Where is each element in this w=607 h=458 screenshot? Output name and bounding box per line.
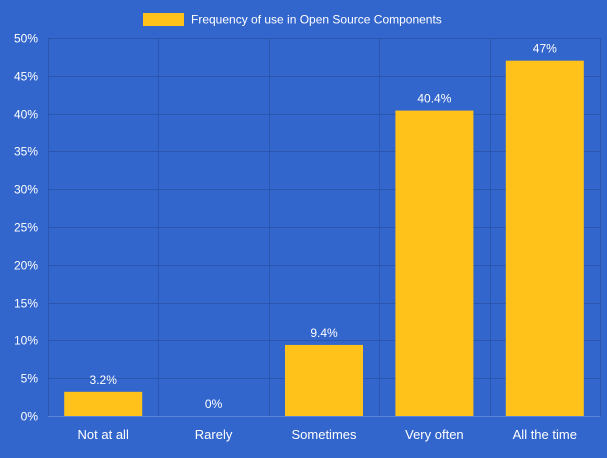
y-tick-label: 20% (14, 259, 38, 273)
x-tick-label: Very often (405, 427, 464, 442)
y-tick-label: 15% (14, 297, 38, 311)
legend-label: Frequency of use in Open Source Componen… (191, 13, 442, 27)
bar-data-label: 40.4% (417, 92, 451, 106)
label-layer: 3.2% 0% 9.4% 40.4% 47% (90, 42, 558, 411)
grid-layer (48, 38, 601, 417)
y-tick-label: 5% (21, 372, 39, 386)
y-tick-label: 40% (14, 108, 38, 122)
bar[interactable] (285, 344, 363, 416)
bar[interactable] (64, 391, 143, 416)
y-tick-label: 30% (14, 183, 38, 197)
x-tick-label: All the time (513, 427, 577, 442)
bar-data-label: 47% (533, 42, 557, 56)
x-tick-label: Sometimes (291, 427, 357, 442)
y-tick-label: 35% (14, 145, 38, 159)
bar-data-label: 9.4% (310, 326, 338, 340)
bar-layer (64, 60, 584, 417)
x-tick-label: Rarely (195, 427, 233, 442)
bar-data-label: 0% (205, 397, 223, 411)
axis-layer: 0% 5% 10% 15% 20% 25% 30% 35% 40% 45% 50% Not at al… (14, 32, 577, 443)
x-tick-label: Not at all (78, 427, 129, 442)
bar[interactable] (395, 110, 474, 417)
bar-data-label: 3.2% (90, 373, 118, 387)
y-tick-label: 10% (14, 334, 38, 348)
y-tick-label: 50% (14, 32, 38, 46)
y-tick-label: 25% (14, 221, 38, 235)
y-tick-label: 0% (21, 410, 39, 424)
y-tick-label: 45% (14, 70, 38, 84)
legend-swatch (143, 13, 184, 26)
legend[interactable]: Frequency of use in Open Source Componen… (143, 13, 442, 27)
bar[interactable] (505, 60, 584, 417)
